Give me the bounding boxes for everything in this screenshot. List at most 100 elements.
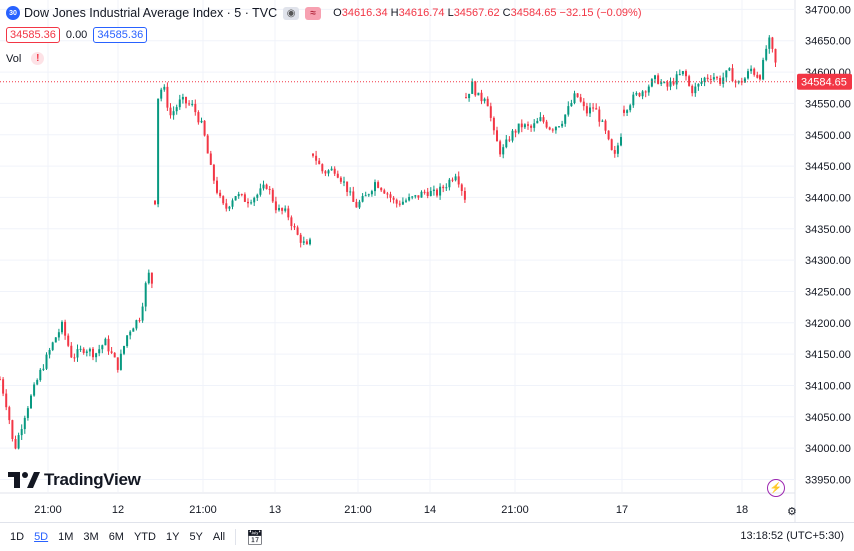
candle-body bbox=[222, 196, 225, 204]
candle-body bbox=[42, 368, 45, 370]
candle-body bbox=[247, 201, 249, 204]
candle-body bbox=[219, 192, 222, 197]
candle-body bbox=[73, 357, 76, 359]
y-tick-label: 34000.00 bbox=[805, 443, 851, 455]
candle-body bbox=[620, 137, 622, 146]
candle-body bbox=[401, 201, 404, 205]
candle-body bbox=[601, 120, 604, 122]
candle-body bbox=[253, 197, 256, 203]
range-5d[interactable]: 5D bbox=[34, 531, 49, 543]
candle-body bbox=[374, 182, 376, 192]
symbol-title[interactable]: Dow Jones Industrial Average Index · 5 ·… bbox=[24, 6, 278, 20]
candle-body bbox=[654, 75, 656, 80]
candle-body bbox=[445, 187, 448, 189]
candle-body bbox=[79, 348, 82, 350]
candle-body bbox=[471, 81, 474, 94]
candle-body bbox=[429, 190, 432, 197]
candle-body bbox=[39, 369, 42, 381]
candle-body bbox=[558, 126, 560, 128]
candle-body bbox=[268, 188, 271, 190]
volume-label[interactable]: Vol bbox=[6, 52, 22, 65]
candle-body bbox=[200, 120, 203, 123]
candle-body bbox=[8, 407, 11, 421]
tradingview-logo[interactable]: TradingView bbox=[8, 470, 141, 490]
candle-body bbox=[632, 94, 635, 106]
candle-body bbox=[30, 395, 32, 409]
candle-body bbox=[747, 71, 749, 79]
candle-body bbox=[361, 196, 364, 202]
warning-icon[interactable]: ! bbox=[31, 52, 45, 65]
candle-body bbox=[70, 345, 73, 358]
candle-body bbox=[626, 110, 629, 113]
y-tick-label: 34500.00 bbox=[805, 130, 851, 142]
candle-body bbox=[188, 103, 191, 105]
range-ytd[interactable]: YTD bbox=[133, 531, 156, 543]
candle-body bbox=[154, 200, 156, 205]
sell-button[interactable]: 34585.36 bbox=[6, 27, 60, 43]
candle-body bbox=[517, 123, 520, 133]
candle-body bbox=[135, 320, 138, 329]
x-tick-label: 21:00 bbox=[189, 504, 217, 516]
candle-body bbox=[774, 48, 777, 63]
eye-icon[interactable]: ◉ bbox=[283, 6, 300, 20]
bottom-toolbar: 1D 5D 1M 3M 6M YTD 1Y 5Y All 📅︎ 13:18:52 (UTC+5:… bbox=[0, 522, 854, 551]
candle-body bbox=[688, 76, 691, 86]
lightning-icon[interactable]: ⚡ bbox=[767, 479, 785, 497]
symbol-badge[interactable]: 30 bbox=[6, 6, 20, 20]
candle-body bbox=[228, 206, 231, 209]
h-label: H bbox=[390, 7, 399, 19]
candle-body bbox=[157, 98, 160, 205]
buy-button[interactable]: 34585.36 bbox=[93, 27, 148, 43]
candle-body bbox=[709, 78, 712, 80]
candle-body bbox=[694, 86, 697, 94]
candle-body bbox=[333, 168, 336, 174]
candle-body bbox=[51, 342, 54, 350]
c-value: 34584.65 bbox=[510, 7, 557, 19]
candle-body bbox=[567, 106, 570, 115]
range-1m[interactable]: 1M bbox=[58, 531, 74, 543]
candle-body bbox=[533, 123, 536, 128]
candle-body bbox=[592, 107, 595, 109]
range-1y[interactable]: 1Y bbox=[165, 531, 180, 543]
candle-body bbox=[346, 181, 349, 192]
clock-readout[interactable]: 13:18:52 (UTC+5:30) bbox=[740, 530, 844, 542]
y-tick-label: 34700.00 bbox=[805, 4, 851, 16]
l-label: L bbox=[447, 7, 454, 19]
approx-icon[interactable]: ≈ bbox=[305, 6, 322, 20]
candle-body bbox=[129, 331, 132, 336]
candle-body bbox=[426, 191, 429, 197]
gear-icon[interactable]: ⚙ bbox=[787, 506, 797, 518]
candle-body bbox=[296, 227, 299, 235]
candle-body bbox=[119, 353, 122, 370]
candle-body bbox=[486, 98, 489, 107]
candle-body bbox=[123, 346, 125, 354]
candle-body bbox=[647, 86, 650, 93]
candle-body bbox=[765, 48, 768, 60]
candle-body bbox=[178, 99, 181, 108]
candle-body bbox=[309, 239, 311, 245]
x-tick-label: 13 bbox=[269, 504, 281, 516]
c-label: C bbox=[502, 7, 511, 19]
candle-body bbox=[175, 107, 178, 112]
y-tick-label: 34100.00 bbox=[805, 380, 851, 392]
candle-body bbox=[604, 120, 607, 131]
ohlc-values: O34616.34 H34616.74 L34567.62 C34584.65 … bbox=[333, 7, 641, 19]
range-3m[interactable]: 3M bbox=[83, 531, 99, 543]
candle-body bbox=[432, 189, 435, 191]
range-all[interactable]: All bbox=[212, 531, 226, 543]
candle-body bbox=[54, 337, 57, 343]
candle-body bbox=[336, 173, 339, 178]
range-6m[interactable]: 6M bbox=[108, 531, 124, 543]
range-1d[interactable]: 1D bbox=[10, 531, 25, 543]
calendar-icon[interactable]: 📅︎ bbox=[246, 528, 264, 545]
spread-value: 0.00 bbox=[65, 29, 88, 41]
candle-body bbox=[141, 306, 144, 321]
candle-body bbox=[722, 77, 725, 84]
candle-body bbox=[324, 171, 327, 174]
candle-body bbox=[281, 208, 284, 211]
range-5y[interactable]: 5Y bbox=[189, 531, 203, 543]
candle-body bbox=[138, 320, 141, 322]
candle-body bbox=[762, 59, 765, 80]
candle-body bbox=[520, 123, 523, 128]
